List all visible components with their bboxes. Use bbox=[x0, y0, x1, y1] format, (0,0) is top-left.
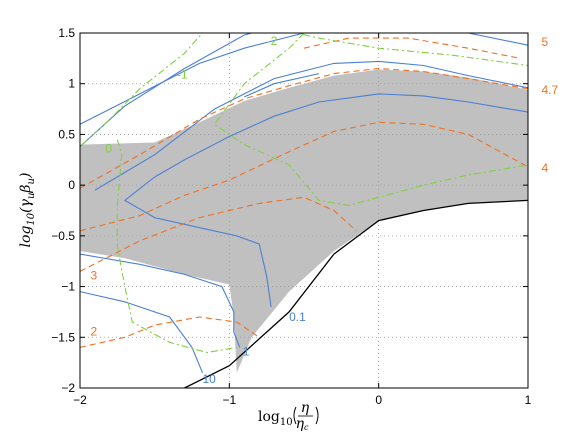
y-tick-label: −1.5 bbox=[51, 330, 75, 344]
contour-label: 0.1 bbox=[289, 310, 306, 324]
contour-label: -2 bbox=[267, 34, 278, 48]
series-orange-5 bbox=[303, 37, 521, 59]
contour-label: 3 bbox=[90, 268, 97, 282]
series-green-2 bbox=[213, 33, 528, 206]
feasible-region bbox=[80, 69, 528, 373]
x-axis-label: log10 η ηc bbox=[258, 400, 319, 432]
series-blue-top-left bbox=[80, 33, 252, 148]
contour-label: 4 bbox=[541, 161, 548, 175]
contour-labels: 5 4.7 4 3 2 -2 -1 0 0.1 1 10 bbox=[90, 34, 558, 386]
x-tick-label: 0 bbox=[375, 393, 382, 407]
y-tick-label: 0 bbox=[68, 178, 75, 192]
contour-label: -1 bbox=[177, 68, 188, 82]
series-green-0 bbox=[116, 139, 237, 354]
y-tick-label: 1 bbox=[68, 77, 75, 91]
x-tick-label: −1 bbox=[222, 393, 236, 407]
x-tick-label: 1 bbox=[525, 393, 532, 407]
contour-label: 2 bbox=[90, 324, 97, 338]
series-blue-upper-3 bbox=[393, 33, 528, 46]
series-blue-1 bbox=[80, 253, 241, 348]
y-tick-label: 0.5 bbox=[58, 127, 75, 141]
contour-label: 5 bbox=[541, 35, 548, 49]
svg-text:log10: log10 bbox=[258, 409, 293, 428]
contour-label: 4.7 bbox=[541, 83, 558, 97]
series-blue-loop bbox=[123, 176, 272, 307]
curves bbox=[80, 33, 528, 388]
series-orange-4.7 bbox=[80, 67, 528, 189]
gridlines bbox=[80, 33, 528, 388]
series-green-1 bbox=[80, 33, 204, 148]
series-orange-2 bbox=[80, 316, 260, 348]
series-blue-upper-4 bbox=[244, 73, 320, 98]
series-blue-10 bbox=[80, 291, 204, 374]
y-tick-label: −0.5 bbox=[51, 229, 75, 243]
series-blue-upper-1 bbox=[80, 33, 305, 125]
contour-label: 0 bbox=[105, 142, 112, 156]
axis-ticks: −2 −1 0 1 −2 −1.5 −1 −0.5 0 0.5 1 1.5 bbox=[51, 26, 531, 407]
plot-frame bbox=[79, 32, 529, 389]
y-tick-label: −1 bbox=[61, 280, 75, 294]
series-blue-mid bbox=[154, 93, 528, 178]
contour-label: 1 bbox=[243, 345, 250, 359]
series-boundary bbox=[184, 199, 528, 388]
series-blue-upper-2 bbox=[94, 60, 528, 191]
y-axis-label: log10(γuβu) bbox=[18, 173, 37, 248]
contour-label: 10 bbox=[202, 372, 216, 386]
series-green-top bbox=[294, 33, 528, 67]
y-tick-label: −2 bbox=[61, 381, 75, 395]
svg-text:ηc: ηc bbox=[296, 416, 309, 432]
y-tick-label: 1.5 bbox=[58, 26, 75, 40]
x-tick-label: −2 bbox=[73, 393, 87, 407]
svg-text:log10(γuβu): log10(γuβu) bbox=[18, 173, 37, 248]
plot-area bbox=[80, 33, 528, 388]
svg-text:η: η bbox=[301, 400, 310, 416]
series-orange-3 bbox=[80, 196, 357, 272]
